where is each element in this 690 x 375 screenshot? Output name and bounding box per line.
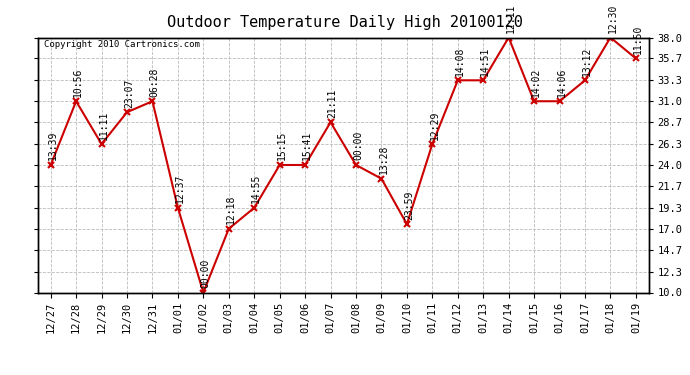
Text: 12:29: 12:29 bbox=[429, 110, 440, 140]
Text: 12:18: 12:18 bbox=[226, 195, 236, 224]
Text: 13:39: 13:39 bbox=[48, 131, 58, 160]
Text: 10:56: 10:56 bbox=[73, 68, 83, 97]
Text: 11:50: 11:50 bbox=[633, 24, 643, 54]
Text: 14:02: 14:02 bbox=[531, 68, 541, 97]
Text: 13:28: 13:28 bbox=[379, 145, 388, 174]
Text: 14:51: 14:51 bbox=[480, 46, 491, 76]
Text: 15:15: 15:15 bbox=[277, 131, 287, 160]
Text: 06:28: 06:28 bbox=[150, 68, 159, 97]
Text: Outdoor Temperature Daily High 20100120: Outdoor Temperature Daily High 20100120 bbox=[167, 15, 523, 30]
Text: 13:12: 13:12 bbox=[582, 46, 592, 76]
Text: 00:00: 00:00 bbox=[353, 131, 363, 160]
Text: 12:30: 12:30 bbox=[607, 4, 618, 33]
Text: 21:11: 21:11 bbox=[328, 88, 337, 118]
Text: 12:11: 12:11 bbox=[506, 4, 515, 33]
Text: 12:37: 12:37 bbox=[175, 174, 185, 203]
Text: 14:55: 14:55 bbox=[251, 174, 262, 203]
Text: 14:08: 14:08 bbox=[455, 46, 465, 76]
Text: 00:00: 00:00 bbox=[200, 259, 210, 288]
Text: 14:06: 14:06 bbox=[557, 68, 566, 97]
Text: 23:07: 23:07 bbox=[124, 78, 134, 108]
Text: 11:11: 11:11 bbox=[99, 110, 108, 140]
Text: 15:41: 15:41 bbox=[302, 131, 312, 160]
Text: 23:59: 23:59 bbox=[404, 190, 414, 220]
Text: Copyright 2010 Cartronics.com: Copyright 2010 Cartronics.com bbox=[44, 40, 200, 49]
